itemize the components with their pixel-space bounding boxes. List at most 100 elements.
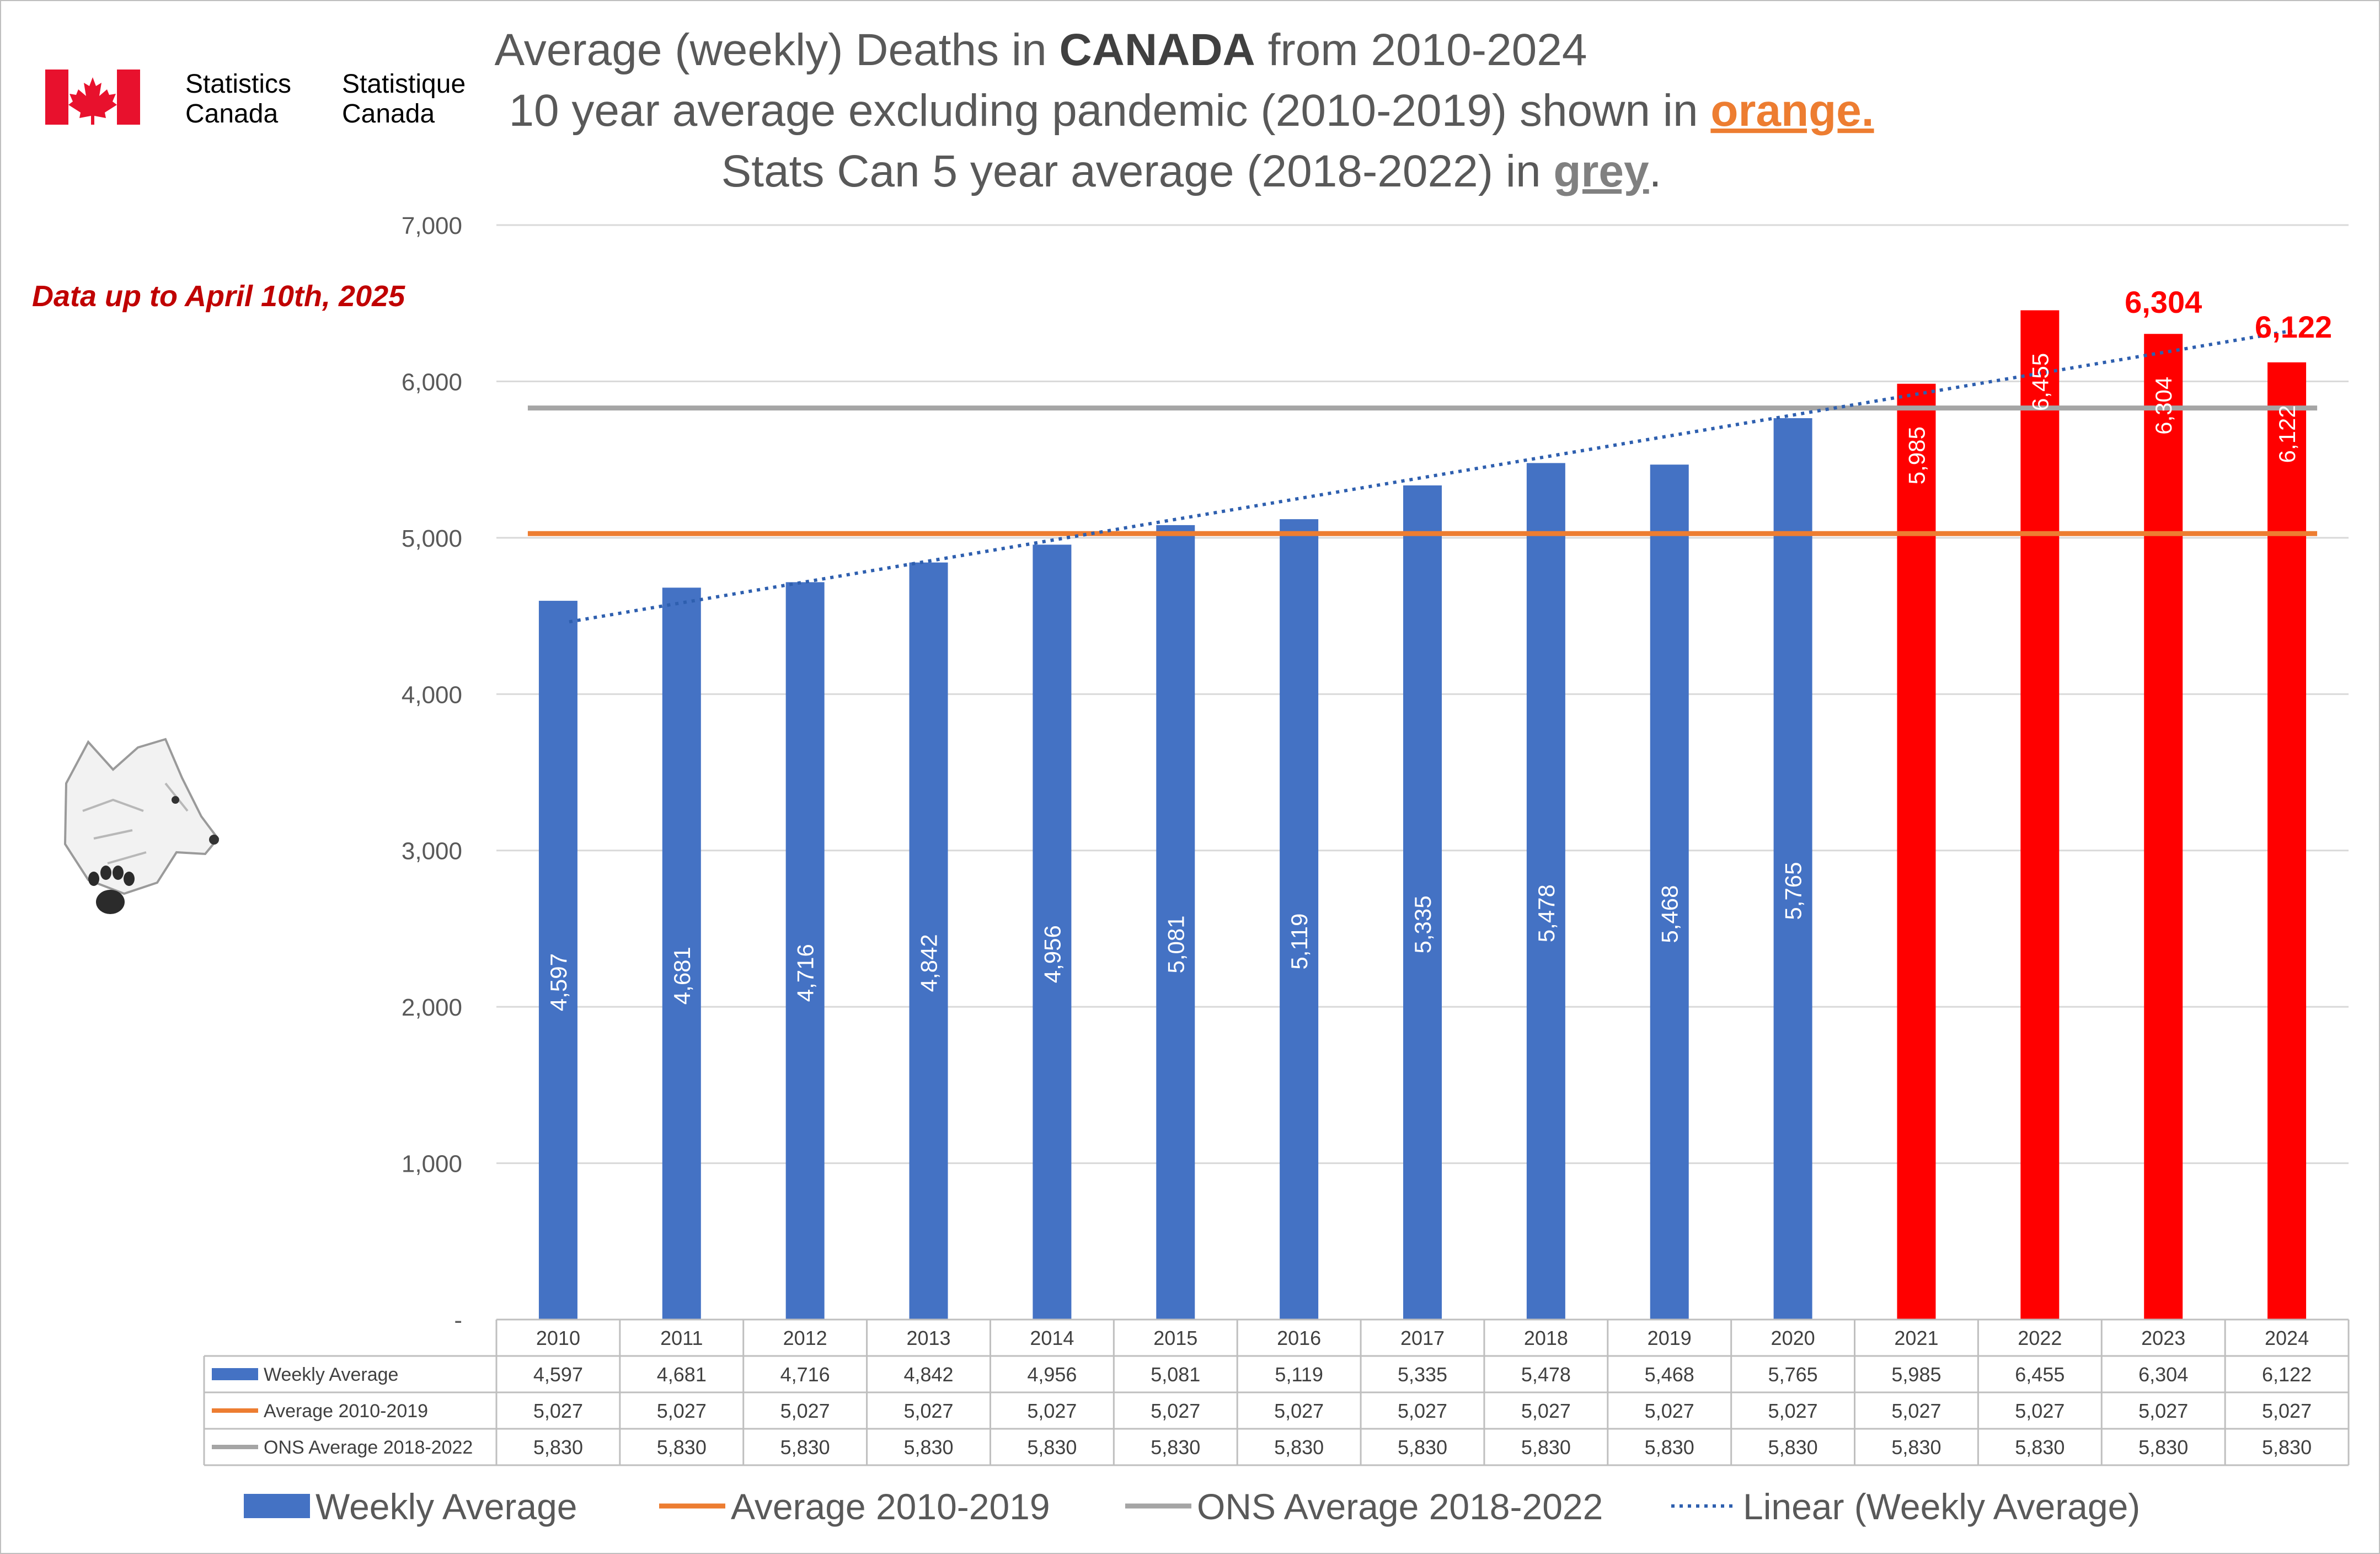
x-tick-label: 2011: [660, 1327, 703, 1349]
table-cell: 5,081: [1151, 1363, 1200, 1386]
table-cell: 5,468: [1645, 1363, 1694, 1386]
table-cell: 4,842: [903, 1363, 953, 1386]
bars: [538, 310, 2307, 1320]
table-row-label: Weekly Average: [264, 1364, 398, 1385]
table-cell: 5,830: [903, 1436, 953, 1459]
bar: [1156, 525, 1195, 1320]
x-tick-label: 2016: [1277, 1327, 1321, 1349]
top-value-label: 6,304: [2125, 285, 2202, 319]
bar: [1650, 464, 1689, 1320]
legend-label: Weekly Average: [315, 1486, 577, 1527]
table-cell: 5,830: [1274, 1436, 1324, 1459]
x-tick-label: 2024: [2265, 1327, 2309, 1349]
table-row-label: ONS Average 2018-2022: [264, 1437, 473, 1458]
bar: [662, 588, 701, 1320]
bar-value-label: 6,455: [2027, 353, 2053, 411]
table-cell: 5,027: [2015, 1400, 2065, 1422]
title-line-2: 10 year average excluding pandemic (2010…: [509, 86, 1874, 136]
bar: [785, 582, 825, 1320]
table-cell: 5,027: [1398, 1400, 1447, 1422]
stats-en-line2: Canada: [185, 99, 278, 129]
bar-value-label: 5,478: [1533, 884, 1559, 942]
table-cell: 5,830: [1891, 1436, 1941, 1459]
reference-lines: [527, 329, 2318, 624]
chart-title: Average (weekly) Deaths in CANADA from 2…: [495, 25, 1874, 196]
stats-en-line1: Statistics: [185, 70, 291, 99]
bar-value-label: 5,119: [1286, 914, 1312, 970]
x-tick-label: 2014: [1030, 1327, 1074, 1349]
table-cell: 5,830: [2262, 1436, 2312, 1459]
table-cell: 4,716: [780, 1363, 830, 1386]
bar-value-label: 5,765: [1780, 862, 1806, 920]
y-tick-label: 6,000: [402, 369, 462, 396]
bar: [1280, 519, 1319, 1320]
table-cell: 5,027: [1151, 1400, 1200, 1422]
bar-value-label: 6,304: [2151, 377, 2176, 435]
bar: [1033, 544, 1072, 1320]
table-cell: 5,830: [1398, 1436, 1447, 1459]
linear-trendline: [569, 329, 2293, 624]
table-cell: 5,830: [1645, 1436, 1694, 1459]
table-row-label: Average 2010-2019: [264, 1401, 428, 1422]
table-cell: 5,027: [1027, 1400, 1077, 1422]
x-tick-label: 2023: [2141, 1327, 2185, 1349]
title-line-3: Stats Can 5 year average (2018-2022) in …: [721, 146, 1662, 196]
bar-value-label: 5,468: [1657, 885, 1683, 943]
y-tick-label: 1,000: [402, 1151, 462, 1178]
table-cell: 5,027: [1645, 1400, 1694, 1422]
table-cell: 6,122: [2262, 1363, 2312, 1386]
x-tick-label: 2019: [1648, 1327, 1692, 1349]
canada-flag-icon: [45, 70, 140, 125]
x-tick-label: 2018: [1524, 1327, 1568, 1349]
bar-value-label: 4,842: [916, 934, 942, 992]
table-cell: 5,027: [657, 1400, 707, 1422]
legend-label: Average 2010-2019: [731, 1486, 1050, 1527]
table-cell: 5,027: [1891, 1400, 1941, 1422]
table-cell: 5,830: [2138, 1436, 2188, 1459]
table-cell: 5,027: [2138, 1400, 2188, 1422]
top-value-label: 6,122: [2255, 309, 2332, 344]
bar: [1403, 485, 1442, 1320]
y-tick-label: 2,000: [402, 994, 462, 1021]
bar: [1897, 383, 1936, 1320]
x-tick-label: 2012: [783, 1327, 827, 1349]
stats-fr-line2: Canada: [342, 99, 435, 129]
y-tick-label: 4,000: [402, 681, 462, 708]
x-tick-label: 2010: [536, 1327, 580, 1349]
table-cell: 5,027: [780, 1400, 830, 1422]
bar: [1526, 463, 1565, 1320]
legend-swatch: [244, 1494, 310, 1518]
table-cell: 5,027: [533, 1400, 583, 1422]
table-cell: 4,956: [1027, 1363, 1077, 1386]
x-tick-label: 2022: [2018, 1327, 2062, 1349]
table-legend-key: [212, 1368, 258, 1380]
title-line-1: Average (weekly) Deaths in CANADA from 2…: [495, 25, 1587, 75]
bar-value-label: 5,985: [1903, 426, 1929, 484]
x-tick-label: 2020: [1771, 1327, 1815, 1349]
table-cell: 4,597: [533, 1363, 583, 1386]
bar-value-label: 4,716: [793, 944, 819, 1002]
x-tick-label: 2013: [906, 1327, 950, 1349]
legend: Weekly Average Average 2010-2019 ONS Avera…: [244, 1486, 2140, 1527]
table-cell: 5,830: [780, 1436, 830, 1459]
x-tick-label: 2021: [1894, 1327, 1938, 1349]
table-cell: 5,985: [1891, 1363, 1941, 1386]
table-cell: 5,478: [1521, 1363, 1571, 1386]
y-tick-label: 7,000: [402, 212, 462, 239]
table-cell: 5,830: [1151, 1436, 1200, 1459]
table-cell: 6,455: [2015, 1363, 2065, 1386]
bar-value-label: 4,597: [545, 953, 571, 1011]
table-cell: 5,830: [1521, 1436, 1571, 1459]
table-legend-key: [212, 1445, 258, 1449]
table-cell: 5,830: [2015, 1436, 2065, 1459]
bar-value-label: 6,122: [2274, 405, 2300, 463]
data-date-note: Data up to April 10th, 2025: [32, 280, 405, 313]
table-cell: 5,027: [1274, 1400, 1324, 1422]
table-cell: 5,027: [1768, 1400, 1818, 1422]
legend-label: Linear (Weekly Average): [1743, 1486, 2140, 1527]
data-labels: 4,597 4,681 4,716 4,842 4,956 5,081 5,119 5,335…: [545, 285, 2332, 1011]
table-cell: 4,681: [657, 1363, 707, 1386]
y-axis: - 1,000 2,000 3,000 4,000 5,000 6,000 7,000: [402, 212, 462, 1334]
bar-value-label: 5,335: [1410, 895, 1436, 953]
